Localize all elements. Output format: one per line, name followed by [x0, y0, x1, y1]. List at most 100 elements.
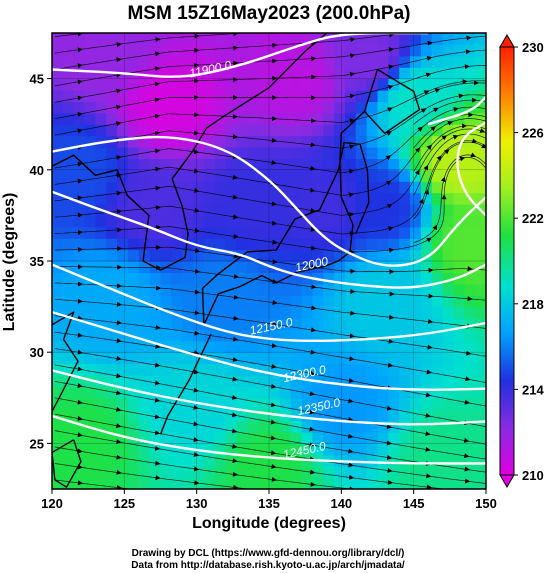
heatmap-cell: [73, 272, 86, 285]
heatmap-cell: [410, 181, 422, 194]
heatmap-cell: [344, 295, 357, 308]
heatmap-cell: [247, 192, 259, 205]
heatmap-cell: [442, 272, 455, 285]
heatmap-cell: [236, 306, 248, 319]
heatmap-cell: [464, 67, 476, 80]
heatmap-cell: [258, 55, 270, 68]
heatmap-cell: [420, 329, 433, 342]
coastline: [363, 68, 421, 135]
heatmap-cell: [301, 329, 313, 342]
streamline-arrow: [231, 412, 238, 418]
heatmap-cell: [366, 466, 379, 479]
heatmap-cell: [193, 55, 205, 68]
heatmap-cell: [366, 318, 379, 330]
heatmap-cell: [431, 306, 444, 319]
heatmap-cell: [420, 363, 433, 376]
heatmap-cell: [279, 375, 292, 387]
heatmap-cell: [193, 432, 205, 444]
heatmap-cell: [399, 432, 411, 444]
heatmap-cell: [182, 101, 194, 114]
streamline-arrow: [349, 118, 355, 124]
heatmap-cell: [290, 181, 303, 194]
heatmap-cell: [182, 55, 194, 68]
streamline-arrow: [232, 114, 238, 120]
heatmap-cell: [52, 295, 64, 308]
heatmap-cell: [247, 261, 259, 273]
heatmap-cell: [301, 363, 313, 376]
streamline-arrow: [193, 452, 199, 457]
heatmap-cell: [52, 112, 64, 125]
heatmap-cell: [73, 420, 86, 433]
heatmap-cell: [323, 340, 335, 353]
streamline-arrow: [77, 33, 83, 37]
streamline-arrow: [441, 135, 448, 141]
heatmap-cell: [420, 112, 433, 125]
heatmap-cell: [236, 466, 248, 479]
heatmap-cell: [182, 78, 194, 91]
heatmap-cell: [193, 409, 205, 422]
heatmap-cell: [258, 78, 270, 91]
heatmap-cell: [171, 147, 183, 159]
heatmap-cell: [475, 78, 486, 91]
heatmap-cell: [84, 33, 96, 45]
heatmap-cell: [431, 249, 444, 262]
coastlines: [52, 33, 421, 488]
heatmap-cell: [193, 192, 205, 205]
heatmap-cell: [225, 272, 238, 285]
heatmap-cell: [301, 67, 313, 80]
heatmap-cell: [355, 318, 368, 330]
heatmap-cell: [355, 375, 368, 387]
heatmap-cell: [193, 249, 205, 262]
height-contour: [52, 33, 429, 78]
heatmap-cell: [355, 90, 368, 102]
streamline: [54, 118, 486, 196]
heatmap-cell: [388, 272, 400, 285]
heatmap-cell: [420, 306, 433, 319]
heatmap-cell: [399, 443, 411, 456]
heatmap-cell: [127, 420, 140, 433]
heatmap-cell: [95, 158, 107, 171]
heatmap-cell: [355, 204, 368, 216]
heatmap-cell: [410, 158, 422, 171]
heatmap-cell: [258, 101, 270, 114]
streamline-arrow: [272, 239, 278, 245]
heatmap-cell: [334, 340, 346, 353]
heatmap-cell: [52, 340, 64, 353]
heatmap-cell: [399, 363, 411, 376]
heatmap-cell: [269, 363, 281, 376]
heatmap-cell: [247, 443, 259, 456]
heatmap-cell: [160, 135, 172, 148]
heatmap-cell: [355, 44, 368, 57]
streamline-arrow: [232, 194, 239, 200]
colorbar-tick-label: 226: [522, 126, 544, 141]
heatmap-cell: [323, 158, 335, 171]
heatmap-cell: [410, 124, 422, 137]
heatmap-cell: [475, 101, 486, 114]
heatmap-cell: [464, 283, 476, 296]
heatmap-cell: [182, 192, 194, 205]
heatmap-cell: [127, 340, 140, 353]
streamline-arrow: [386, 405, 393, 411]
streamline-arrow: [154, 445, 161, 451]
heatmap-cell: [377, 192, 389, 205]
streamline-arrow: [348, 474, 355, 480]
heatmap-cell: [138, 135, 151, 148]
heatmap-cell: [442, 420, 455, 433]
streamline-arrow: [441, 194, 447, 200]
heatmap-cell: [95, 375, 107, 387]
heatmap-cell: [279, 477, 292, 489]
heatmap-cell: [149, 124, 162, 137]
heatmap-cell: [290, 90, 303, 102]
heatmap-cell: [225, 477, 238, 489]
streamline-arrow: [427, 318, 434, 324]
heatmap-cell: [301, 249, 313, 262]
heatmap-cell: [312, 135, 324, 148]
heatmap-cell: [269, 420, 281, 433]
heatmap-cell: [366, 238, 379, 251]
heatmap-cell: [388, 420, 400, 433]
streamline-arrow: [423, 90, 430, 95]
heatmap-cell: [399, 272, 411, 285]
heatmap-cell: [117, 352, 129, 365]
heatmap-cell: [344, 215, 357, 228]
heatmap-cell: [334, 204, 346, 216]
